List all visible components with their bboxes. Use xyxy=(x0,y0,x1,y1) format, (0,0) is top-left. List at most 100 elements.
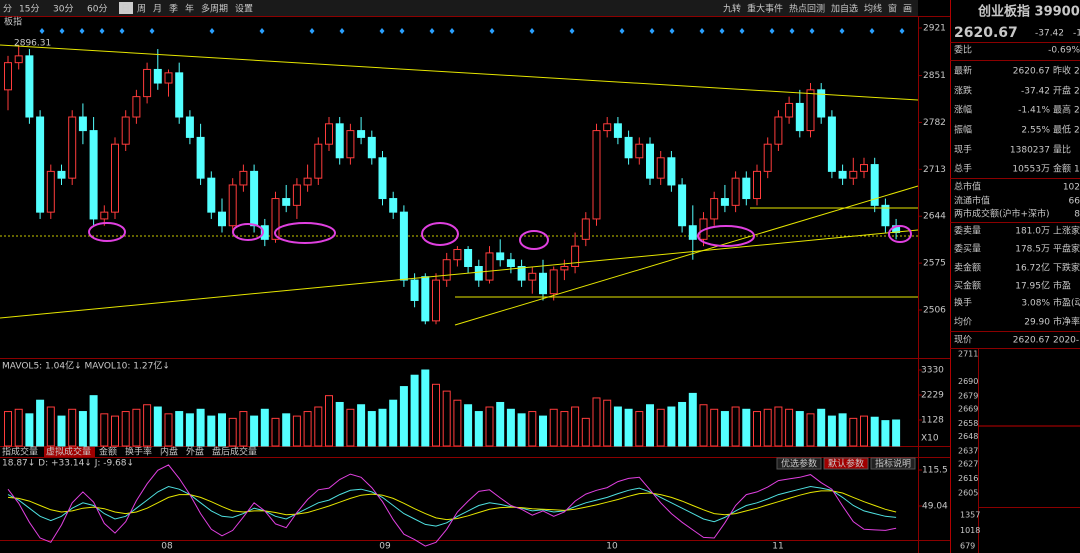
volume-tick-label: 1128 xyxy=(921,416,944,426)
volume-bar xyxy=(731,406,740,447)
diamond xyxy=(739,28,745,34)
candle-body xyxy=(389,198,398,213)
toolbar-button[interactable]: 设置 xyxy=(235,4,253,15)
indicator-tab[interactable]: 盘后成交量 xyxy=(212,446,257,458)
ellipse xyxy=(519,230,549,250)
kdj-tick-label: 115.5 xyxy=(922,465,948,475)
toolbar-button[interactable]: 热点回测 xyxy=(789,3,825,15)
toolbar-button[interactable]: 60分 xyxy=(87,4,107,15)
volume-bar xyxy=(806,413,815,447)
volume-bar xyxy=(870,416,879,447)
indicator-tab[interactable]: 内盘 xyxy=(160,446,178,458)
price-tick-label: 2506 xyxy=(923,305,946,315)
price-tick-label: 2644 xyxy=(923,212,946,222)
quote-value: 17.95亿 xyxy=(1015,280,1050,292)
toolbar-button[interactable]: 分 xyxy=(3,4,12,15)
volume-bar xyxy=(260,408,269,447)
kdj-button[interactable]: 优选参数 xyxy=(781,458,817,470)
diamond xyxy=(399,28,405,34)
price-tick-label: 2575 xyxy=(923,259,946,269)
volume-bar xyxy=(282,413,291,447)
quote-label: 涨幅 xyxy=(954,104,972,116)
toolbar-active xyxy=(119,2,133,14)
candle-body xyxy=(710,198,719,220)
indicator-tab[interactable]: 金额 xyxy=(99,446,117,458)
month-label: 11 xyxy=(772,542,783,552)
volume-bar xyxy=(667,406,676,447)
candle-body xyxy=(89,130,98,220)
diamond xyxy=(719,28,725,34)
quote-label: 委卖量 xyxy=(954,225,981,237)
diamond xyxy=(339,28,345,34)
trend-line xyxy=(0,229,919,319)
toolbar-button[interactable]: 九转 xyxy=(723,3,741,15)
ellipse xyxy=(88,222,126,242)
quote-label: 振幅 xyxy=(954,124,972,136)
quote-value: 16.72亿 xyxy=(1015,262,1050,274)
toolbar-button[interactable]: 画 xyxy=(903,4,912,15)
quote-name: 创业板指 399006 xyxy=(977,4,1080,20)
ellipse xyxy=(232,223,264,241)
quote-label: 现价 xyxy=(954,335,972,346)
toolbar-button[interactable]: 日 xyxy=(121,4,130,15)
trend-line xyxy=(454,185,919,326)
toolbar-button[interactable]: 加自选 xyxy=(831,3,858,15)
toolbar-button[interactable]: 均线 xyxy=(864,3,882,15)
mini-tick-label: 2690 xyxy=(958,377,978,386)
volume-bar xyxy=(100,413,109,447)
toolbar-button[interactable]: 重大事件 xyxy=(747,3,783,15)
diamond xyxy=(569,28,575,34)
candle-body xyxy=(870,164,879,206)
candle-body xyxy=(164,72,173,84)
price-tick-label: 2851 xyxy=(923,71,946,81)
candle-body xyxy=(185,116,194,138)
kdj-button[interactable]: 默认参数 xyxy=(828,458,864,470)
quote-label: 现手 xyxy=(954,144,972,156)
toolbar-button[interactable]: 季 xyxy=(169,3,178,15)
toolbar-button[interactable]: 15分 xyxy=(19,4,39,15)
indicator-tab[interactable]: 换手率 xyxy=(125,446,152,458)
mini-tick-label: 2711 xyxy=(958,350,978,359)
volume-bar xyxy=(613,406,622,447)
toolbar-button[interactable]: 年 xyxy=(185,3,194,15)
volume-bar xyxy=(774,406,783,447)
candle-body xyxy=(57,170,66,179)
diamond xyxy=(99,28,105,34)
quote-label: 最高 xyxy=(1053,104,1071,116)
diamond xyxy=(309,28,315,34)
candle-body xyxy=(303,177,312,186)
quote-value: 2620.67 xyxy=(1013,336,1050,346)
candle-body xyxy=(485,252,494,281)
quote-value: 1 xyxy=(1074,165,1080,175)
volume-bar xyxy=(143,404,152,447)
quote-label: 总手 xyxy=(954,163,972,175)
kdj-tick-label: 49.04 xyxy=(922,502,948,512)
indicator-tab[interactable]: 指成交量 xyxy=(2,446,38,458)
volume-bar xyxy=(57,415,66,447)
indicator-tab[interactable]: 虚拟成交量 xyxy=(46,446,91,458)
toolbar-button[interactable]: 周 xyxy=(137,4,146,15)
toolbar-button[interactable]: 多周期 xyxy=(201,3,228,15)
candle-body xyxy=(346,130,355,159)
volume-bar xyxy=(699,404,708,447)
volume-bar xyxy=(153,406,162,447)
toolbar-button[interactable]: 月 xyxy=(153,4,162,15)
ellipses xyxy=(88,222,912,250)
candle-body xyxy=(25,55,34,118)
indicator-tab[interactable]: 外盘 xyxy=(186,446,204,458)
toolbar-button[interactable]: 30分 xyxy=(53,4,73,15)
volume-bar xyxy=(464,404,473,447)
volume-bar xyxy=(581,417,590,447)
volume-bar xyxy=(36,399,45,447)
quote-label: 市净率 xyxy=(1053,316,1080,328)
quote-label: 平盘家数 xyxy=(1053,243,1080,255)
volume-bar xyxy=(624,408,633,447)
kdj-button[interactable]: 指标说明 xyxy=(875,458,911,470)
volume-bar xyxy=(485,406,494,447)
kdj-button-bg xyxy=(870,457,916,470)
volume-bar xyxy=(549,408,558,447)
mini-tick-label: 2627 xyxy=(958,460,978,469)
toolbar-button[interactable]: 窗 xyxy=(888,3,897,15)
quote-label: 市盈(动) xyxy=(1053,297,1080,309)
